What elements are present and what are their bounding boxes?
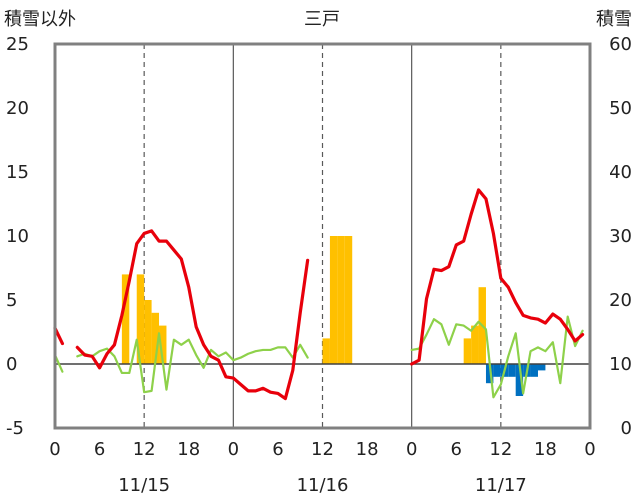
right-tick-label: 0	[621, 418, 632, 439]
x-tick-label: 6	[94, 439, 105, 460]
x-tick-label: 12	[133, 439, 156, 460]
x-tick-label: 18	[177, 439, 200, 460]
right-tick-label: 20	[609, 290, 632, 311]
right-tick-label: 10	[609, 354, 632, 375]
x-tick-label: 6	[272, 439, 283, 460]
grid-lines	[143, 44, 502, 428]
right-tick-label: 50	[609, 98, 632, 119]
x-tick-label: 18	[356, 439, 379, 460]
snowfall-bar	[493, 364, 501, 377]
x-tick-label: 0	[584, 439, 595, 460]
snowfall-bar	[508, 364, 516, 377]
left-tick-label: 5	[6, 290, 17, 311]
precipitation-bar	[471, 325, 479, 364]
left-tick-label: 25	[6, 34, 29, 55]
day-label: 11/17	[475, 475, 527, 496]
snowfall-bar	[530, 364, 538, 377]
precipitation-bar	[144, 300, 152, 364]
left-tick-label: 15	[6, 162, 29, 183]
x-tick-label: 18	[534, 439, 557, 460]
right-tick-label: 60	[609, 34, 632, 55]
day-label: 11/16	[297, 475, 349, 496]
right-tick-label: 30	[609, 226, 632, 247]
left-tick-label: 20	[6, 98, 29, 119]
precipitation-bar	[337, 236, 345, 364]
wind-line	[410, 315, 584, 399]
precipitation-bar	[344, 236, 353, 364]
wind-line	[76, 332, 309, 394]
day-label: 11/15	[118, 475, 170, 496]
left-tick-label: 0	[6, 354, 17, 375]
precipitation-bar	[136, 274, 145, 364]
snowfall-bar	[485, 364, 494, 384]
temperature-line	[75, 229, 310, 401]
right-tick-label: 40	[609, 162, 632, 183]
precipitation-bar	[322, 338, 330, 364]
precipitation-bar	[329, 236, 338, 364]
precipitation-bar	[121, 274, 130, 364]
left-tick-label: -5	[6, 418, 24, 439]
right-axis-label: 積雪	[596, 9, 632, 30]
x-tick-label: 0	[228, 439, 239, 460]
x-tick-label: 12	[489, 439, 512, 460]
plot-frame	[53, 42, 592, 430]
chart-title: 三戸	[304, 9, 340, 30]
precipitation-bar	[159, 325, 167, 364]
left-axis-label: 積雪以外	[4, 9, 76, 30]
x-tick-label: 12	[311, 439, 334, 460]
x-tick-label: 6	[451, 439, 462, 460]
left-tick-label: 10	[6, 226, 29, 247]
precipitation-bar	[151, 312, 160, 364]
x-tick-label: 0	[406, 439, 417, 460]
temperature-line	[410, 188, 585, 366]
bars	[121, 236, 546, 396]
precipitation-bar	[463, 338, 472, 364]
snowfall-bar	[537, 364, 546, 371]
x-tick-label: 0	[49, 439, 60, 460]
plot-border	[53, 42, 592, 430]
snowfall-bar	[515, 364, 524, 396]
